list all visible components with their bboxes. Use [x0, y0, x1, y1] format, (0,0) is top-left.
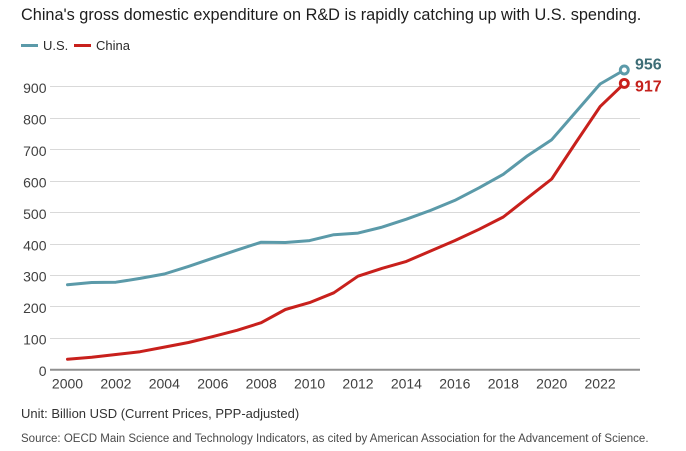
svg-text:2022: 2022 — [585, 376, 616, 392]
svg-text:2004: 2004 — [149, 376, 180, 392]
svg-text:2010: 2010 — [294, 376, 325, 392]
svg-text:2014: 2014 — [391, 376, 422, 392]
svg-text:2006: 2006 — [197, 376, 228, 392]
svg-text:800: 800 — [23, 112, 47, 128]
svg-text:100: 100 — [23, 332, 47, 348]
svg-text:0: 0 — [39, 363, 47, 379]
svg-text:500: 500 — [23, 206, 47, 222]
svg-text:2002: 2002 — [100, 376, 131, 392]
svg-text:Source: OECD Main Science and: Source: OECD Main Science and Technology… — [21, 433, 649, 445]
svg-text:2016: 2016 — [439, 376, 470, 392]
svg-text:400: 400 — [23, 237, 47, 253]
svg-text:900: 900 — [23, 80, 47, 96]
svg-text:700: 700 — [23, 143, 47, 159]
svg-text:U.S.: U.S. — [43, 38, 68, 53]
svg-text:2008: 2008 — [246, 376, 277, 392]
svg-text:600: 600 — [23, 174, 47, 190]
svg-text:2020: 2020 — [536, 376, 567, 392]
svg-text:956: 956 — [635, 57, 662, 74]
svg-text:China: China — [96, 38, 131, 53]
svg-text:China's gross domestic expendi: China's gross domestic expenditure on R&… — [21, 6, 641, 24]
svg-text:Unit: Billion USD (Current Pri: Unit: Billion USD (Current Prices, PPP-a… — [21, 406, 299, 421]
svg-text:2012: 2012 — [342, 376, 373, 392]
svg-text:300: 300 — [23, 269, 47, 285]
svg-text:2000: 2000 — [52, 376, 83, 392]
svg-text:200: 200 — [23, 300, 47, 316]
svg-text:917: 917 — [635, 78, 662, 95]
svg-text:2018: 2018 — [488, 376, 519, 392]
